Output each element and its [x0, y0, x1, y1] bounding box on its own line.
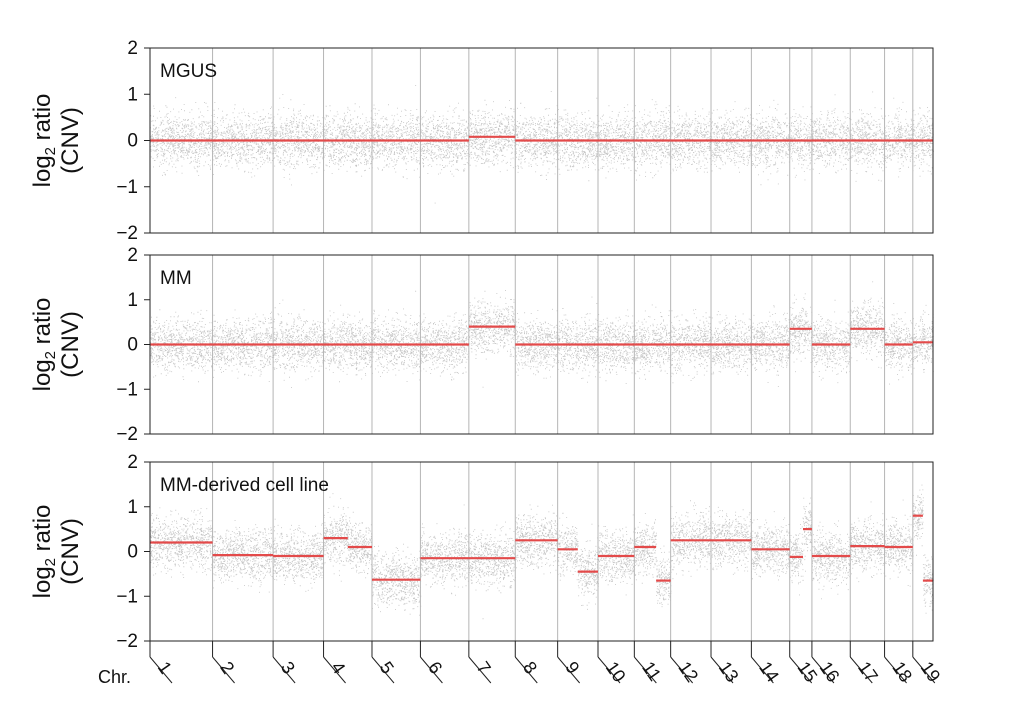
chromosome-slash [750, 656, 774, 684]
y-axis-label-main: log [29, 566, 56, 598]
y-tick-label: −1 [116, 379, 138, 400]
chromosome-slash [811, 656, 835, 684]
panel-title: MGUS [160, 61, 217, 82]
y-tick-label: −2 [116, 424, 138, 445]
y-tick-label: 0 [127, 542, 138, 563]
y-axis-label: log2 ratio [29, 298, 59, 392]
chromosome-slash [514, 656, 538, 684]
chromosome-slash [557, 656, 581, 684]
chromosome-slash [323, 656, 346, 684]
chromosome-slash [849, 656, 873, 684]
chromosome-label: 13 [715, 658, 743, 686]
chromosome-slash [633, 656, 657, 684]
chromosome-label: 15 [793, 658, 821, 686]
chromosome-label: 18 [888, 658, 916, 686]
y-tick-label: 0 [127, 131, 138, 152]
y-axis-label: log2 ratio [29, 505, 59, 599]
y-axis-label: log2 ratio [29, 94, 59, 188]
y-axis-label-line2: (CNV) [57, 518, 84, 585]
chromosome-slash [912, 656, 936, 684]
y-axis-label-sub: 2 [42, 351, 59, 359]
chromosome-slash [884, 656, 907, 684]
chromosome-slash [272, 656, 296, 684]
chromosome-slash [710, 656, 734, 684]
chromosome-slash [670, 656, 694, 684]
chromosome-slash [468, 656, 492, 684]
chromosome-slash [371, 656, 395, 684]
y-axis-label-rest: ratio [29, 298, 56, 351]
y-axis-label-main: log [29, 359, 56, 391]
chromosome-label: 14 [755, 658, 783, 686]
chromosome-slash [789, 656, 813, 684]
y-axis-label-rest: ratio [29, 505, 56, 558]
cnv-points [150, 484, 934, 620]
chromosome-label: 19 [917, 658, 945, 686]
x-axis-label: Chr. [98, 667, 131, 687]
chromosome-label: 12 [674, 658, 702, 686]
chromosome-label: 10 [602, 658, 630, 686]
chromosome-slash [420, 656, 443, 684]
y-tick-label: 0 [127, 335, 138, 356]
y-tick-label: 2 [127, 38, 138, 59]
chromosome-label: 16 [816, 658, 844, 686]
y-axis-label-sub: 2 [42, 147, 59, 155]
y-tick-label: 2 [127, 245, 138, 266]
y-tick-label: −1 [116, 586, 138, 607]
chromosome-label: 17 [854, 658, 882, 686]
y-axis-label-rest: ratio [29, 94, 56, 147]
panel-title: MM-derived cell line [160, 475, 329, 496]
y-axis-label-main: log [29, 155, 56, 187]
y-tick-label: 1 [127, 497, 138, 518]
y-axis-label-line2: (CNV) [57, 107, 84, 174]
y-axis-label-line2: (CNV) [57, 311, 84, 378]
y-axis-label-sub: 2 [42, 558, 59, 566]
chromosome-label: 11 [638, 658, 665, 685]
y-tick-label: 1 [127, 290, 138, 311]
y-tick-label: 2 [127, 452, 138, 473]
cnv-points [150, 281, 934, 388]
y-tick-label: −2 [116, 223, 138, 244]
chromosome-slash [597, 656, 621, 684]
cnv-points [150, 85, 934, 204]
panel-title: MM [160, 268, 192, 289]
y-tick-label: 1 [127, 84, 138, 105]
y-tick-label: −1 [116, 177, 138, 198]
y-tick-label: −2 [116, 631, 138, 652]
chromosome-slash [212, 656, 235, 684]
chromosome-slash [149, 656, 173, 684]
